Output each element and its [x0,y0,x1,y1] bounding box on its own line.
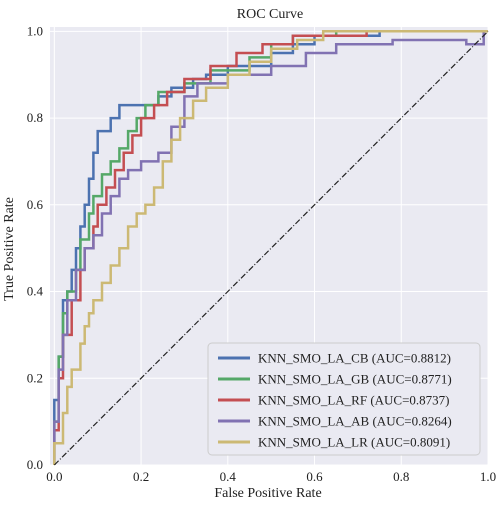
legend-box [207,342,481,456]
legend: KNN_SMO_LA_CB (AUC=0.8812) KNN_SMO_LA_GB … [207,342,481,456]
roc-series-line [53,30,488,465]
grid-lines [50,27,489,466]
x-tick-label: 0.2 [133,469,149,484]
y-tick-label: 0.4 [27,284,44,299]
y-tick-label: 0.8 [27,110,43,125]
legend-entry: KNN_SMO_LA_RF (AUC=0.8737) [258,393,450,408]
x-tick-label: 1.0 [480,469,496,484]
diagonal-reference-line [53,30,489,466]
x-tick-label: 0.8 [393,469,409,484]
x-tick-label: 0.0 [46,469,62,484]
legend-entry: KNN_SMO_LA_LR (AUC=0.8091) [258,435,450,450]
y-tick-label: 0.6 [27,197,44,212]
tick-labels: 0.0 0.2 0.4 0.6 0.8 1.0 0.0 0.2 0.4 0.6 0.8 1.0 [27,23,496,484]
x-tick-label: 0.4 [220,469,237,484]
roc-series-line [53,30,488,465]
legend-entry: KNN_SMO_LA_CB (AUC=0.8812) [258,351,451,366]
y-tick-label: 0.2 [27,370,43,385]
y-tick-label: 1.0 [27,23,43,38]
chart-title: ROC Curve [237,7,304,22]
x-tick-label: 0.6 [306,469,323,484]
roc-series-line [53,30,488,465]
y-tick-label: 0.0 [27,457,43,472]
legend-entry: KNN_SMO_LA_GB (AUC=0.8771) [258,372,452,387]
legend-entry: KNN_SMO_LA_AB (AUC=0.8264) [258,414,452,429]
y-axis-label: True Positive Rate [2,197,17,301]
series-layer [53,30,489,466]
x-axis-label: False Positive Rate [214,486,321,501]
